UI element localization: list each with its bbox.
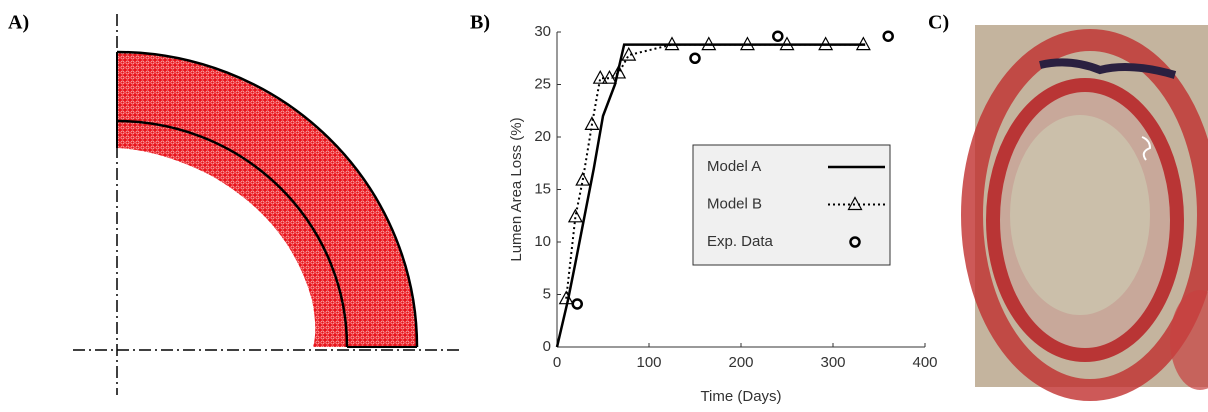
legend-label: Model A bbox=[707, 158, 761, 175]
data-point bbox=[701, 36, 717, 51]
y-tick-label: 15 bbox=[534, 180, 551, 197]
x-tick-label: 300 bbox=[820, 354, 845, 371]
data-point bbox=[689, 52, 701, 64]
y-tick-label: 25 bbox=[534, 75, 551, 92]
series-line bbox=[565, 43, 864, 299]
series-line bbox=[555, 43, 866, 348]
y-tick-label: 0 bbox=[543, 338, 551, 355]
x-tick-label: 0 bbox=[553, 354, 561, 371]
data-point bbox=[601, 69, 617, 84]
data-point bbox=[855, 36, 871, 51]
data-point bbox=[592, 69, 608, 84]
data-point bbox=[739, 36, 755, 51]
data-point bbox=[882, 30, 894, 42]
y-axis-label: Lumen Area Loss (%) bbox=[508, 117, 525, 261]
x-tick-label: 400 bbox=[912, 354, 937, 371]
panel-label: C) bbox=[928, 12, 949, 34]
data-point bbox=[664, 36, 680, 51]
x-tick-label: 200 bbox=[728, 354, 753, 371]
histology-image bbox=[961, 25, 1208, 401]
x-tick-label: 100 bbox=[636, 354, 661, 371]
y-tick-label: 20 bbox=[534, 128, 551, 145]
data-point bbox=[772, 30, 784, 42]
data-point bbox=[571, 298, 583, 310]
panel-label: B) bbox=[470, 12, 490, 34]
legend-marker bbox=[849, 236, 861, 248]
legend-marker bbox=[847, 196, 863, 211]
data-point bbox=[611, 64, 627, 79]
data-point bbox=[558, 290, 574, 305]
data-point bbox=[779, 36, 795, 51]
data-point bbox=[621, 46, 637, 61]
legend-label: Exp. Data bbox=[707, 233, 774, 250]
panel-label: A) bbox=[8, 12, 29, 34]
x-axis-label: Time (Days) bbox=[700, 388, 781, 405]
annulus-diagram bbox=[73, 14, 462, 395]
y-tick-label: 10 bbox=[534, 233, 551, 250]
data-point bbox=[567, 208, 583, 223]
data-point bbox=[818, 36, 834, 51]
data-point bbox=[584, 116, 600, 130]
legend-label: Model B bbox=[707, 195, 762, 212]
y-tick-label: 5 bbox=[543, 285, 551, 302]
data-point bbox=[575, 171, 591, 186]
y-tick-label: 30 bbox=[534, 23, 551, 40]
